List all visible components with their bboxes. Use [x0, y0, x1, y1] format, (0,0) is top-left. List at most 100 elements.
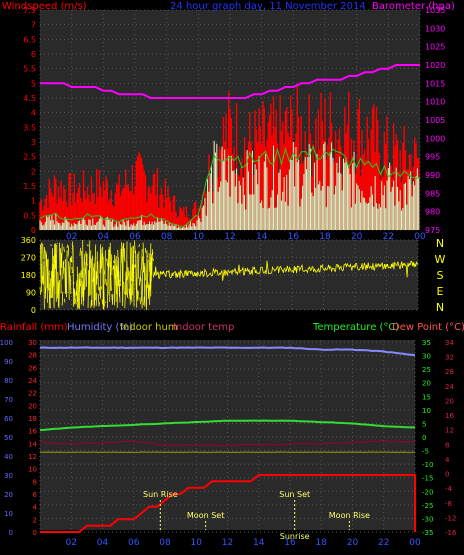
direction-trace [58, 280, 60, 309]
direction-trace [74, 289, 76, 298]
wind-avg-line [39, 144, 421, 228]
direction-trace [63, 298, 66, 303]
direction-trace [124, 271, 127, 295]
wind-baro-chart: 00.511.522.533.544.555.566.577.5 9759809… [2, 1, 455, 242]
legend-dewpoint: Dew Point (°C) [392, 322, 464, 333]
rain-tick-label: 20 [28, 402, 37, 410]
wind-tick-label: 6 [31, 50, 36, 59]
direction-trace [74, 297, 77, 304]
hour-tick-label: 00 [409, 538, 421, 548]
temp-tick-label: 10 [422, 407, 431, 415]
direction-trace [82, 268, 85, 271]
astro-events: Sun Rise Sun Set Moon Set Moon Rise Sunrise [143, 490, 370, 541]
direction-trace [113, 266, 116, 306]
direction-trace [129, 271, 131, 305]
temp-tick-label: 0 [422, 434, 426, 442]
indoor-tick-label: 8 [445, 441, 449, 449]
temperature-line [39, 419, 415, 432]
direction-trace [126, 260, 128, 281]
direction-trace [101, 253, 103, 269]
rain-tick-label: 10 [28, 466, 37, 474]
hour-tick-label: 04 [98, 232, 110, 242]
direction-trace [102, 256, 105, 310]
direction-trace [152, 258, 154, 262]
direction-trace [108, 246, 110, 271]
rain-tick-label: 26 [28, 364, 37, 372]
indoor-tick-label: 24 [445, 383, 454, 391]
direction-trace [51, 248, 53, 298]
indoor-tick-label: -12 [445, 514, 456, 522]
direction-trace [96, 251, 98, 285]
direction-trace [48, 270, 50, 291]
direction-trace [139, 297, 141, 305]
compass-letter: S [437, 269, 444, 282]
direction-trace [72, 245, 74, 307]
wind-tick-label: 5 [31, 79, 36, 88]
hour-axis-labels-top: 02 04 06 08 10 12 14 16 18 20 22 00 [66, 232, 426, 242]
wind-tick-label: 2 [31, 167, 36, 176]
direction-trace [94, 244, 97, 268]
direction-trace [138, 244, 140, 248]
temp-series-group [39, 346, 416, 533]
direction-trace [87, 270, 90, 308]
direction-trace [75, 280, 78, 296]
hour-tick-label: 04 [97, 538, 109, 548]
wind-tick-label: 7 [31, 21, 36, 30]
direction-trace [73, 281, 75, 284]
direction-trace [127, 276, 129, 298]
temp-tick-label: 30 [422, 353, 431, 361]
direction-trace [76, 290, 78, 308]
legend-indoor-temp: Indoor temp [173, 322, 234, 333]
direction-series [39, 240, 419, 310]
direction-trace [47, 273, 50, 275]
direction-trace [117, 249, 119, 287]
baro-tick-label: 1020 [425, 61, 445, 70]
direction-trace [113, 260, 115, 264]
baro-tick-label: 1000 [425, 134, 445, 143]
humidity-tick-label: 30 [4, 472, 13, 480]
rain-tick-label: 12 [28, 453, 37, 461]
direction-trace [101, 299, 104, 305]
wind-tick-label: 2.5 [23, 153, 36, 162]
direction-trace [61, 243, 63, 266]
rain-tick-label: 2 [33, 516, 37, 524]
direction-trace [85, 251, 87, 265]
direction-trace [115, 255, 118, 295]
direction-trace [40, 263, 43, 293]
direction-trace [111, 293, 114, 305]
indoor-tick-label: 32 [445, 354, 454, 362]
direction-trace [61, 291, 64, 306]
direction-trace [86, 253, 88, 287]
wind-tick-label: 3 [31, 138, 36, 147]
event-label: Sun Rise [143, 490, 178, 499]
direction-trace [102, 246, 104, 309]
direction-trace [83, 253, 86, 265]
baro-tick-label: 980 [425, 208, 440, 217]
direction-trace [145, 250, 148, 308]
direction-trace [52, 264, 54, 298]
wind-tick-label: 5.5 [23, 65, 36, 74]
rain-tick-label: 8 [33, 478, 37, 486]
indoor-tick-label: 0 [445, 471, 449, 479]
wind-tick-label: 0 [31, 226, 36, 235]
direction-trace [144, 247, 147, 254]
temp-axis-labels: 0102030405060708090100024681012141618202… [0, 339, 457, 537]
direction-trace [126, 241, 128, 296]
compass-letter: N [436, 237, 444, 250]
direction-trace [56, 242, 58, 244]
indoor-tick-label: -16 [445, 529, 457, 537]
direction-trace [78, 278, 80, 292]
direction-trace [148, 284, 150, 299]
direction-trace [68, 261, 70, 301]
wind-tick-label: 4 [31, 109, 36, 118]
direction-trace [149, 243, 152, 291]
event-label: Sun Set [279, 490, 310, 499]
indoor-tick-label: 16 [445, 412, 454, 420]
baro-tick-label: 1030 [425, 24, 445, 33]
direction-trace [122, 242, 125, 260]
direction-trace [76, 266, 79, 303]
direction-trace [151, 249, 153, 275]
direction-trace [86, 263, 88, 266]
